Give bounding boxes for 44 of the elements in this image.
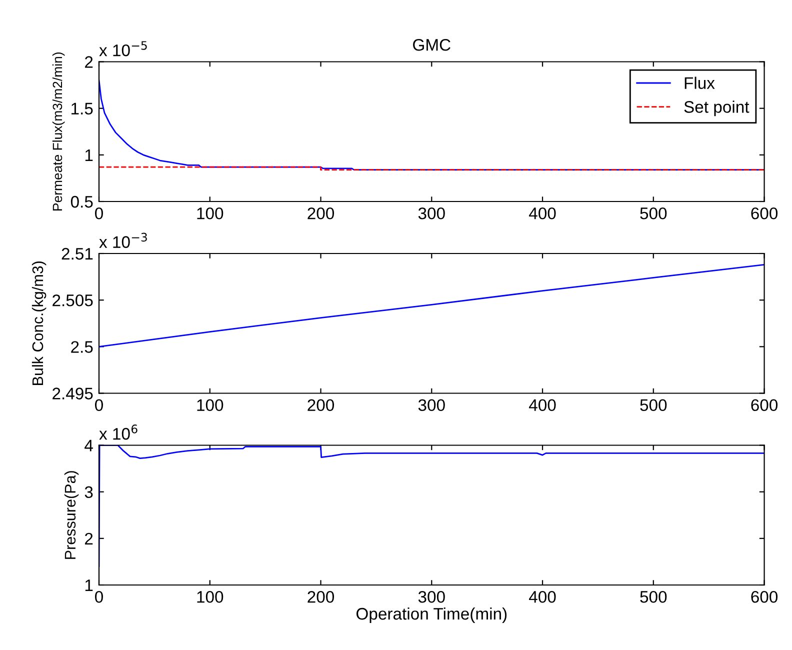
x-tick-label: 0: [95, 207, 103, 220]
y-tick-label: 2.505: [52, 294, 93, 306]
x-tick-label: 100: [197, 590, 224, 603]
x-tick-label: 100: [197, 207, 224, 220]
x-tick-label: 400: [529, 207, 556, 220]
y-axis-title: Permeate Flux(m3/m2/min): [52, 52, 65, 210]
y-tick-label: 2: [85, 532, 93, 544]
y-tick-label: 3: [84, 486, 93, 498]
x-tick-label: 500: [640, 399, 667, 412]
x-tick-label: 200: [308, 399, 334, 412]
y-tick-label: 2.495: [52, 388, 93, 400]
x-tick-label: 300: [418, 399, 445, 412]
x-tick-label: 300: [418, 207, 445, 220]
y-tick-label: 4: [84, 440, 93, 452]
y-axis-title: Bulk Conc.(kg/m3): [32, 261, 46, 385]
x-tick-label: 500: [640, 207, 667, 220]
x-tick-label: 500: [640, 590, 667, 603]
x-tick-label: 0: [95, 399, 103, 412]
x-tick-label: 600: [751, 399, 778, 412]
y-tick-label: 1: [85, 149, 93, 161]
y-tick-label: 2: [85, 56, 93, 68]
chart-title: GMC: [413, 39, 450, 51]
y-tick-label: 0.5: [70, 196, 93, 208]
legend-label: Set point: [684, 100, 750, 116]
x-tick-label: 600: [751, 207, 778, 220]
x-axis-title: Operation Time(min): [356, 607, 507, 624]
line-series: [99, 264, 764, 348]
x-tick-label: 200: [308, 207, 334, 220]
text: x 10$^{−3}$: [99, 232, 147, 248]
y-axis-title: Pressure(Pa): [64, 471, 79, 559]
y-tick-label: 2.51: [62, 248, 93, 260]
y-tick-label: 1.5: [72, 102, 93, 115]
x-tick-label: 600: [751, 590, 778, 603]
x-tick-label: 100: [197, 399, 224, 412]
legend-label: Flux: [684, 76, 715, 89]
y-tick-label: 1: [85, 580, 93, 592]
y-tick-label: 2.5: [71, 341, 93, 353]
x-tick-label: 300: [418, 590, 445, 603]
x-tick-label: 400: [529, 590, 556, 603]
text: x 10$^{6}$: [99, 424, 138, 440]
x-tick-label: 0: [95, 590, 103, 603]
x-tick-label: 400: [529, 399, 556, 412]
x-tick-label: 200: [308, 590, 334, 603]
text: x 10$^{−5}$: [99, 41, 147, 56]
